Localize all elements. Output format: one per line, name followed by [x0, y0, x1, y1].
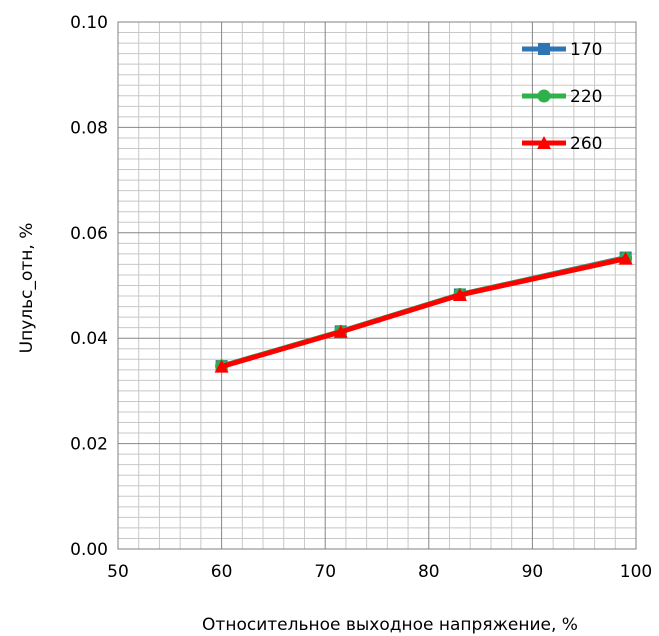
- legend-item-260: 260: [522, 134, 602, 154]
- y-axis-tick-labels: 0.00 0.02 0.04 0.06 0.08 0.10: [70, 13, 108, 560]
- data-point-260: [452, 287, 467, 301]
- x-axis-title: Относительное выходное напряжение, %: [202, 615, 578, 635]
- x-tick-label: 90: [522, 562, 544, 582]
- y-tick-label: 0.08: [70, 118, 108, 138]
- y-tick-label: 0.04: [70, 329, 108, 349]
- x-tick-label: 80: [418, 562, 440, 582]
- x-axis-tick-labels: 50 60 70 80 90 100: [107, 562, 652, 582]
- legend-marker: [537, 89, 551, 103]
- series-layer: [214, 251, 633, 373]
- data-point-260: [333, 324, 348, 338]
- legend: 170 220 260: [522, 40, 602, 154]
- x-tick-label: 50: [107, 562, 129, 582]
- y-tick-label: 0.02: [70, 435, 108, 455]
- legend-marker: [538, 43, 550, 55]
- y-tick-label: 0.00: [70, 540, 108, 560]
- data-point-260: [214, 359, 229, 373]
- legend-label: 220: [570, 87, 602, 107]
- legend-item-220: 220: [522, 87, 602, 107]
- x-tick-label: 100: [620, 562, 652, 582]
- series-line-260: [219, 256, 629, 370]
- legend-marker: [537, 136, 551, 149]
- data-point-260: [618, 251, 633, 265]
- legend-label: 260: [570, 134, 602, 154]
- y-tick-label: 0.06: [70, 224, 108, 244]
- legend-label: 170: [570, 40, 602, 60]
- plot-frame: [117, 21, 637, 550]
- y-tick-label: 0.10: [70, 13, 108, 33]
- legend-item-170: 170: [522, 40, 602, 60]
- x-tick-label: 60: [211, 562, 233, 582]
- series-260: [214, 251, 633, 373]
- minor-gridlines: [118, 22, 636, 549]
- x-tick-label: 70: [314, 562, 336, 582]
- y-axis-title: Uпульс_отн, %: [17, 223, 37, 354]
